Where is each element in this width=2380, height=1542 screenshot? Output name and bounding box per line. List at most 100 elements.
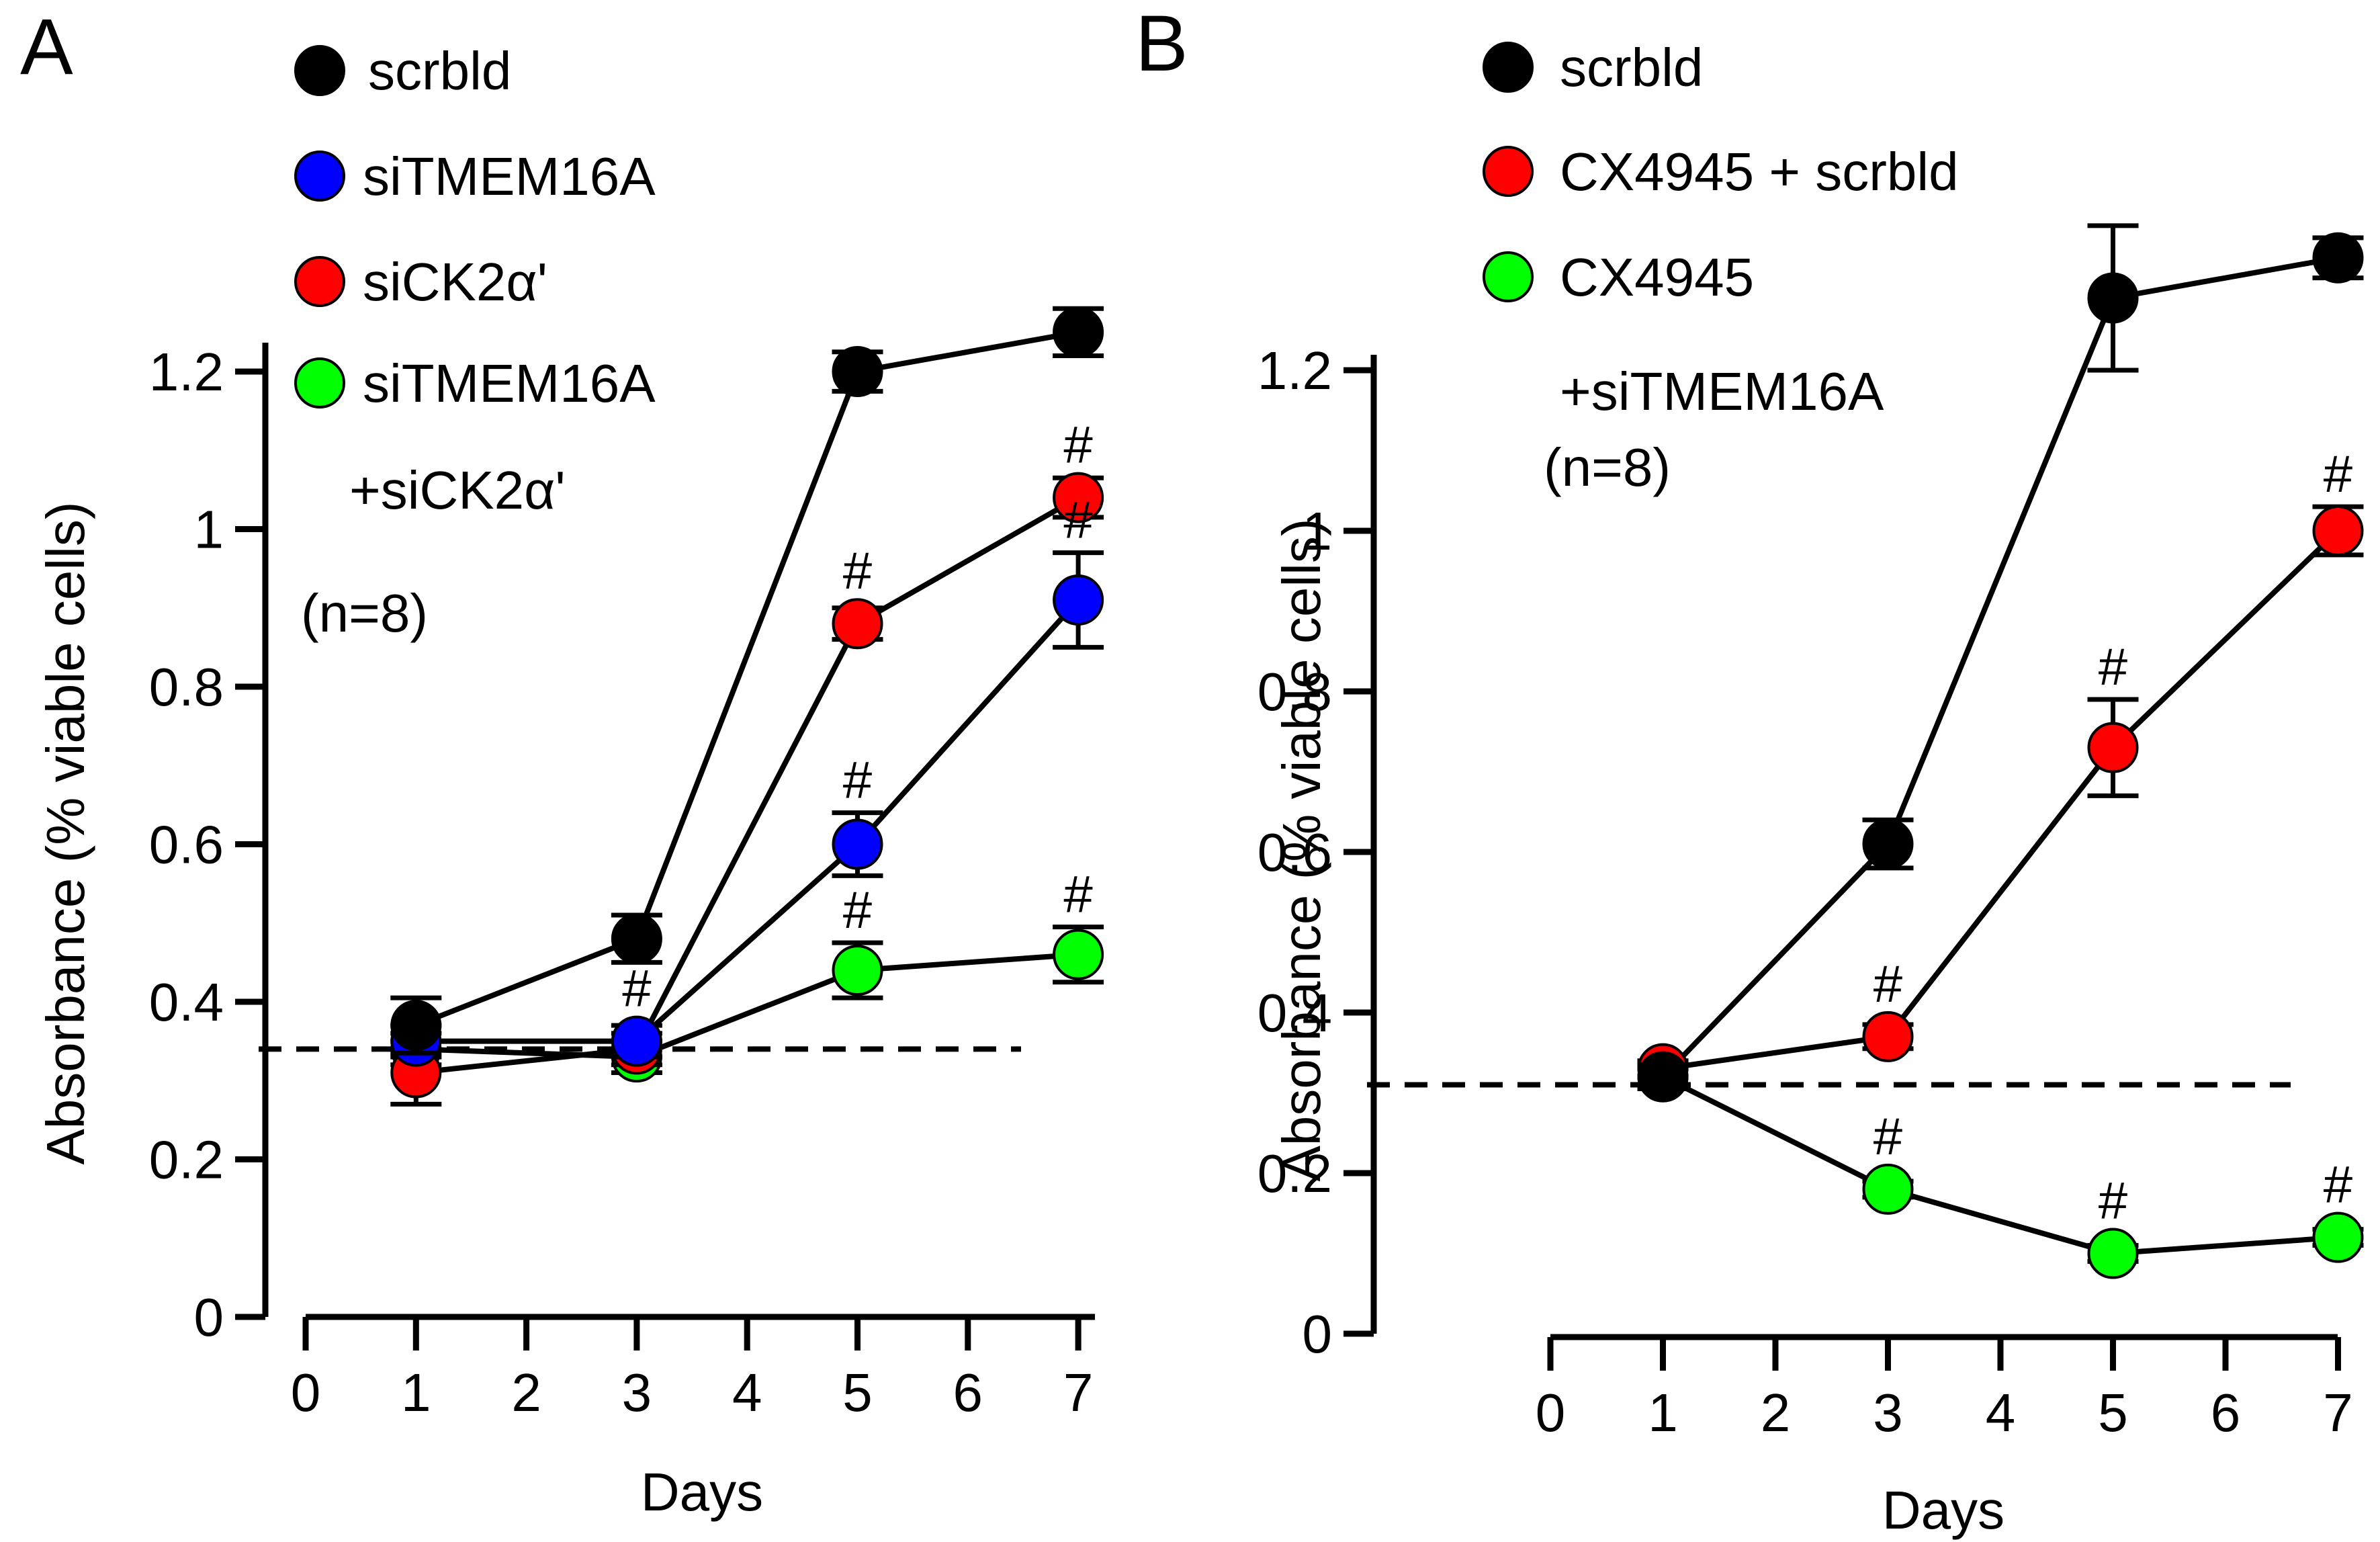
panel-a-x-tick-label: 3 <box>622 1363 652 1422</box>
panel-b-point <box>1637 1051 1689 1103</box>
panel-b-significance-marker: # <box>2324 1155 2352 1214</box>
panel-b-y-tick-label: 0.2 <box>1258 1144 1332 1203</box>
panel-a-x-tick-label: 6 <box>953 1363 983 1422</box>
panel-a-x-tick-label: 0 <box>291 1363 321 1422</box>
legend-a-label-0: scrbld <box>368 41 511 101</box>
panel-a-x-tick-label: 5 <box>842 1363 873 1422</box>
panel-a-point <box>611 1015 662 1067</box>
panel-a-point <box>611 913 662 965</box>
panel-a-x-axis-label: Days <box>641 1462 763 1522</box>
legend-a-marker-1 <box>294 151 345 202</box>
panel-a-point <box>1053 574 1104 626</box>
panel-a-x-tick-label: 1 <box>401 1363 431 1422</box>
panel-a-y-tick-label: 0.2 <box>149 1130 224 1190</box>
legend-a-label-3: siTMEM16A <box>363 353 656 413</box>
panel-b-point <box>1862 818 1914 870</box>
panel-a-significance-marker: # <box>843 880 872 939</box>
legend-a-continuation: +siCK2α' <box>349 460 566 520</box>
panel-a-point <box>1053 929 1104 980</box>
panel-b-y-tick-label: 0.8 <box>1258 662 1332 722</box>
panel-a-y-tick-label: 0 <box>194 1287 224 1347</box>
panel-b-legend: scrbld CX4945 + scrbld CX4945 +siTMEM16A… <box>1483 38 1959 497</box>
panel-b-n-note: (n=8) <box>1544 437 1671 497</box>
panel-b-series-line-2 <box>1661 1074 2338 1256</box>
legend-a-marker-2 <box>294 256 345 307</box>
panel-b-point <box>2312 505 2364 556</box>
panel-a-significance-marker: # <box>622 959 651 1018</box>
panel-b-point <box>2087 722 2139 773</box>
panel-a-point <box>832 598 883 650</box>
panel-a-y-tick-label: 0.8 <box>149 657 224 717</box>
legend-b-label-2: CX4945 <box>1560 247 1754 307</box>
panel-a-x-tick-label: 2 <box>511 1363 541 1422</box>
panel-a-series-line-0 <box>414 329 1079 1028</box>
panel-a-significance-marker: # <box>1063 865 1092 924</box>
panel-b-y-tick-label: 0 <box>1303 1304 1333 1364</box>
legend-a-marker-3 <box>294 357 345 409</box>
panel-b-y-tick-label: 0.4 <box>1258 983 1332 1043</box>
panel-a-point <box>1053 472 1104 523</box>
panel-a-series-line-2 <box>415 495 1080 1076</box>
legend-b-marker-0 <box>1483 42 1534 93</box>
panel-b-significance-marker: # <box>1874 1107 1902 1166</box>
panel-b-x-tick-label: 1 <box>1648 1383 1678 1443</box>
legend-b-marker-1 <box>1483 146 1534 197</box>
panel-b-point <box>1862 1011 1914 1062</box>
legend-b-label-0: scrbld <box>1560 38 1703 97</box>
panel-a-series-line-1 <box>416 598 1081 1044</box>
panel-b-y-tick-label: 0.6 <box>1258 822 1332 882</box>
panel-a-y-axis-label: Absorbance (% viable cells) <box>36 501 95 1164</box>
panel-a-series: # # # # # # # <box>390 306 1104 1107</box>
panel-b-x-tick-label: 2 <box>1761 1383 1791 1443</box>
panel-a-point <box>832 945 883 996</box>
panel-b-x-tick-label: 7 <box>2323 1383 2353 1443</box>
panel-a-legend: scrbld siTMEM16A siCK2α' siTMEM16A +siCK… <box>294 41 656 643</box>
panel-a-y-tick-label: 0.4 <box>149 972 224 1032</box>
panel-a-significance-marker: # <box>843 541 872 600</box>
panel-b-significance-marker: # <box>2324 444 2352 503</box>
panel-b-y-tick-label: 1.2 <box>1258 341 1332 400</box>
panel-b-series-line-1 <box>1662 529 2340 1072</box>
panel-a-y-tick-label: 1.2 <box>149 342 224 402</box>
legend-a-marker-0 <box>294 45 345 96</box>
panel-b-x-axis-label: Days <box>1882 1480 2004 1540</box>
panel-a-point <box>390 1000 442 1052</box>
panel-b-significance-marker: # <box>2099 637 2127 696</box>
legend-b-continuation: +siTMEM16A <box>1560 361 1884 421</box>
panel-b-series-line-0 <box>1661 255 2339 1079</box>
panel-a-series-line-3 <box>416 951 1079 1060</box>
panel-b-point <box>2312 232 2364 284</box>
panel-a-letter: A <box>20 3 73 91</box>
panel-b-series: # # # # # # <box>1637 223 2364 1279</box>
panel-b-point <box>2087 272 2139 324</box>
legend-a-label-1: siTMEM16A <box>363 146 656 206</box>
panel-a-y-tick-label: 0.6 <box>149 815 224 875</box>
panel-a: A scrbld siTMEM16A siCK2α' siTMEM16A +si… <box>20 3 1104 1522</box>
panel-b-x-tick-label: 5 <box>2098 1383 2128 1443</box>
panel-b-x-tick-label: 6 <box>2211 1383 2241 1443</box>
panel-b-letter: B <box>1135 0 1188 88</box>
legend-a-label-2: siCK2α' <box>363 252 547 312</box>
panel-b-axes: 0 0.2 0.4 0.6 0.8 1 1.2 0 1 2 3 4 5 6 7 Days Absorban… <box>1258 341 2353 1540</box>
panel-b-y-tick-label: 1 <box>1303 501 1333 561</box>
panel-b-point <box>2312 1211 2364 1263</box>
panel-a-x-tick-label: 4 <box>732 1363 762 1422</box>
panel-a-y-tick-label: 1 <box>194 500 224 560</box>
legend-b-marker-2 <box>1483 251 1534 302</box>
panel-a-point <box>832 346 883 397</box>
panel-a-n-note: (n=8) <box>301 583 428 643</box>
panel-b-point <box>2087 1228 2139 1279</box>
panel-b-x-tick-label: 4 <box>1986 1383 2016 1443</box>
panel-b-significance-marker: # <box>2099 1171 2127 1230</box>
panel-b-y-axis-label: Absorbance (% viable cells) <box>1272 518 1331 1181</box>
panel-a-significance-marker: # <box>843 751 872 810</box>
panel-b-point <box>1862 1163 1914 1215</box>
panel-b: B scrbld CX4945 + scrbld CX4945 +siTMEM1… <box>1135 0 2364 1540</box>
panel-a-significance-marker: # <box>1063 490 1092 550</box>
panel-b-significance-marker: # <box>1874 954 1902 1013</box>
panel-a-point <box>832 818 883 870</box>
panel-a-significance-marker: # <box>1063 415 1092 474</box>
panel-a-x-tick-label: 7 <box>1063 1363 1094 1422</box>
panel-b-x-tick-label: 0 <box>1536 1383 1566 1443</box>
